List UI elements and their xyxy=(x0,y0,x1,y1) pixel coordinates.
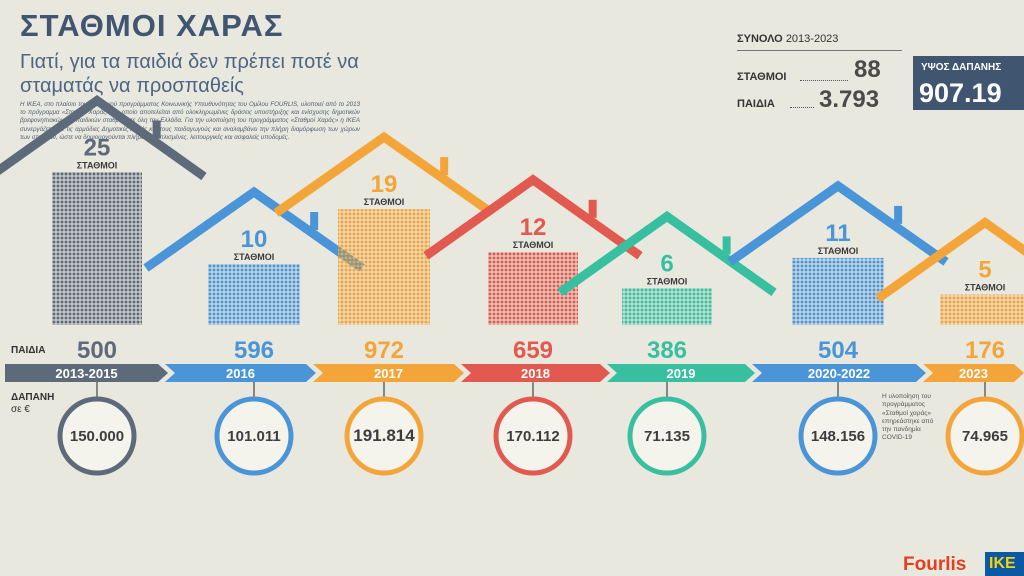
house-body-2016 xyxy=(208,264,300,325)
totals-heading-label: ΣΥΝΟΛΟ xyxy=(737,33,783,45)
children-value-2023: 176 xyxy=(965,337,1005,364)
house-roof-2023 xyxy=(875,216,1024,303)
timeline-band-2013-2015 xyxy=(5,364,168,382)
stations-value-2016: 10 xyxy=(241,226,268,253)
stations-unit-2019: ΣΤΑΘΜΟΙ xyxy=(647,276,688,286)
house-body-2013-2015 xyxy=(52,172,142,325)
spend-value-2018: 170.112 xyxy=(506,428,559,445)
stations-unit-2017: ΣΤΑΘΜΟΙ xyxy=(364,197,405,207)
total-spend-value: 907.19 xyxy=(919,78,1002,108)
spend-row-unit: σε € xyxy=(11,404,30,415)
totals-stations-label: ΣΤΑΘΜΟΙ xyxy=(737,71,787,83)
spend-value-2020-2022: 148.156 xyxy=(811,428,865,445)
house-chimney-2020-2022 xyxy=(894,205,903,224)
spend-row-label: ΔΑΠΑΝΗ xyxy=(11,392,55,403)
timeline-label-2023: 2023 xyxy=(959,366,988,381)
stations-value-2023: 5 xyxy=(978,257,991,284)
ikea-logo: IKE xyxy=(985,552,1024,576)
stations-value-2019: 6 xyxy=(660,250,673,277)
stations-unit-2020-2022: ΣΤΑΘΜΟΙ xyxy=(818,246,859,256)
spend-circle-2016 xyxy=(214,396,294,476)
timeline-band-2016 xyxy=(165,364,316,382)
timeline-label-2018: 2018 xyxy=(521,366,550,381)
timeline-label-2019: 2019 xyxy=(667,366,696,381)
totals-children-value: 3.793 xyxy=(819,86,880,113)
spend-value-2017: 191.814 xyxy=(353,426,415,445)
page-title: ΣΤΑΘΜΟΙ ΧΑΡΑΣ xyxy=(20,8,284,43)
spend-value-2019: 71.135 xyxy=(644,428,690,445)
totals-divider xyxy=(737,50,902,51)
timeline-band-2023 xyxy=(923,364,1024,382)
children-value-2018: 659 xyxy=(513,337,553,364)
stations-unit-2016: ΣΤΑΘΜΟΙ xyxy=(234,252,275,262)
house-chimney-2016 xyxy=(310,212,319,230)
timeline-label-2020-2022: 2020-2022 xyxy=(808,366,870,381)
spend-circle-2017 xyxy=(344,396,424,476)
spend-circle-2020-2022 xyxy=(798,396,878,476)
house-body-2019 xyxy=(622,288,712,325)
stations-unit-2023: ΣΤΑΘΜΟΙ xyxy=(965,283,1006,293)
children-row-label: ΠΑΙΔΙΑ xyxy=(11,345,46,356)
house-body-2017 xyxy=(338,209,430,325)
totals-children-label: ΠΑΙΔΙΑ xyxy=(737,98,775,110)
timeline-label-2016: 2016 xyxy=(226,366,255,381)
house-body-2020-2022 xyxy=(792,257,884,325)
timeline-label-2013-2015: 2013-2015 xyxy=(55,366,117,381)
stations-value-2017: 19 xyxy=(371,171,398,198)
spend-circle-2013-2015 xyxy=(57,396,137,476)
children-value-2013-2015: 500 xyxy=(77,337,117,364)
timeline-band-2019 xyxy=(607,364,755,382)
spend-value-2023: 74.965 xyxy=(962,428,1008,445)
house-roof-2019 xyxy=(557,210,777,297)
spend-value-2016: 101.011 xyxy=(227,428,280,445)
children-value-2016: 596 xyxy=(234,337,274,364)
stations-unit-2013-2015: ΣΤΑΘΜΟΙ xyxy=(77,161,118,171)
timeline-band-2018 xyxy=(461,364,610,382)
totals-heading: ΣΥΝΟΛΟ 2013-2023 xyxy=(737,33,838,45)
spend-circle-2018 xyxy=(493,396,573,476)
house-chimney-2017 xyxy=(440,157,449,176)
totals-stations-leader xyxy=(800,80,848,81)
house-roof-2017 xyxy=(273,131,495,217)
totals-children-leader xyxy=(790,107,814,108)
house-chimney-2013-2015 xyxy=(152,120,161,139)
timeline-band-2020-2022 xyxy=(752,364,926,382)
total-spend-box: ΥΨΟΣ ΔΑΠΑΝΗΣ 907.19 xyxy=(913,56,1024,110)
children-value-2020-2022: 504 xyxy=(818,337,859,364)
house-chimney-2019 xyxy=(722,236,731,255)
stations-value-2018: 12 xyxy=(520,214,547,241)
house-chimney-2018 xyxy=(588,199,597,218)
children-value-2017: 972 xyxy=(364,337,404,364)
fourlis-logo: Fourlis xyxy=(903,554,967,575)
covid-note: Η υλοποίηση του προγράμματος «Σταθμοί χα… xyxy=(882,393,934,442)
page-subtitle: Γιατί, για τα παιδιά δεν πρέπει ποτέ να … xyxy=(20,51,359,97)
house-body-2023 xyxy=(940,294,1024,325)
stations-value-2013-2015: 25 xyxy=(84,135,111,162)
house-roof-2020-2022 xyxy=(727,180,949,266)
timeline-label-2017: 2017 xyxy=(374,366,403,381)
children-value-2019: 386 xyxy=(647,337,687,364)
stations-value-2020-2022: 11 xyxy=(825,220,850,247)
totals-stations-value: 88 xyxy=(854,56,881,83)
spend-value-2013-2015: 150.000 xyxy=(70,428,124,445)
house-roof-2016 xyxy=(143,186,365,272)
timeline-band-2017 xyxy=(313,364,464,382)
stations-unit-2018: ΣΤΑΘΜΟΙ xyxy=(513,240,554,250)
spend-circle-2023 xyxy=(945,396,1024,476)
totals-period: 2013-2023 xyxy=(785,33,839,45)
house-roof-2018 xyxy=(423,174,643,260)
spend-circle-2019 xyxy=(627,396,707,476)
total-spend-label: ΥΨΟΣ ΔΑΠΑΝΗΣ xyxy=(921,62,1002,73)
house-roof-2013-2015 xyxy=(0,94,207,181)
